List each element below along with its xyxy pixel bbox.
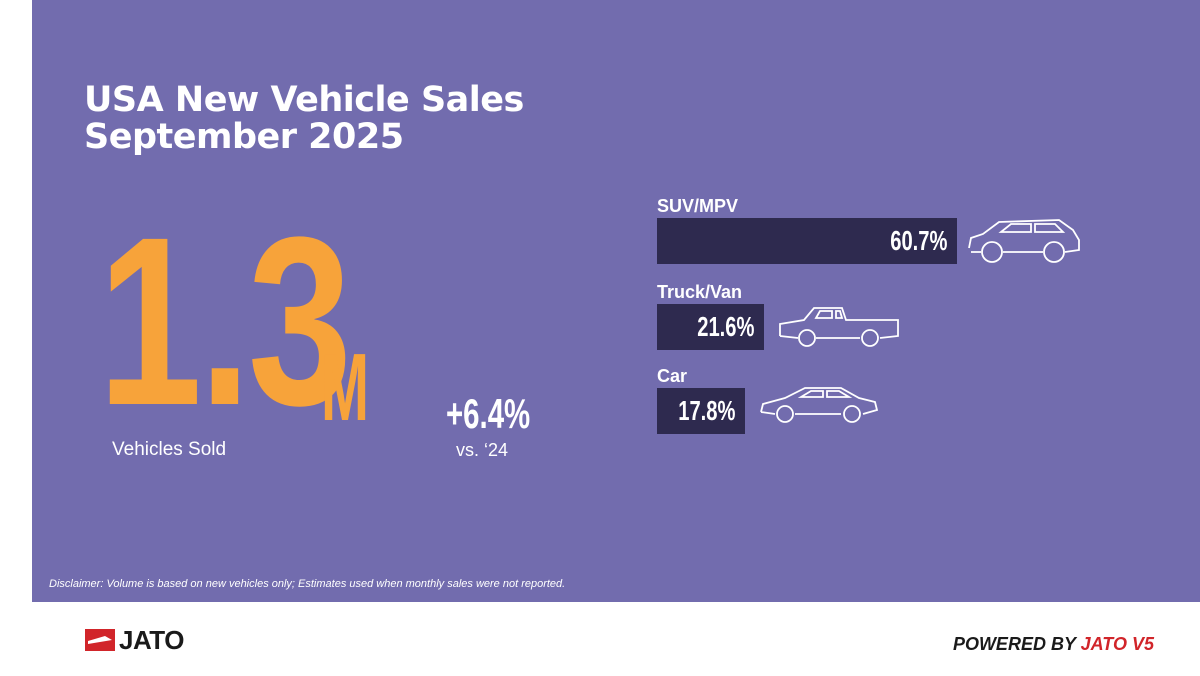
jato-logo-icon [85,629,115,651]
jato-logo-text: JATO [119,624,184,655]
category-label-truck-van: Truck/Van [657,282,743,302]
powered-by-prefix: POWERED BY [952,634,1081,654]
pickup-truck-icon [776,302,902,353]
yoy-change-value: +6.4% [446,390,531,437]
page-title: USA New Vehicle Sales September 2025 [84,82,524,156]
title-line-1: USA New Vehicle Sales [84,80,524,120]
powered-by-brand: JATO V5 [1080,634,1154,654]
share-bar-truck-van: 21.6% [657,304,764,350]
jato-logo: JATO [85,624,184,655]
yoy-change-label: vs. ‘24 [456,440,509,460]
kpi-value: 1.3 [98,187,352,455]
suv-icon [965,212,1085,269]
powered-by-text: POWERED BY JATO V5 [953,634,1154,655]
disclaimer-text: Disclaimer: Volume is based on new vehic… [49,578,566,590]
share-value-truck-van: 21.6% [696,311,754,342]
share-value-suv-mpv: 60.7% [889,225,947,256]
category-label-suv-mpv: SUV/MPV [657,196,739,216]
share-bar-car: 17.8% [657,388,745,434]
share-bar-suv-mpv: 60.7% [657,218,957,264]
category-label-car: Car [657,366,688,386]
title-line-2: September 2025 [84,117,404,157]
sedan-icon [757,384,881,429]
share-value-car: 17.8% [677,395,735,426]
kpi-label: Vehicles Sold [112,439,227,460]
infographic-panel [32,0,1200,602]
kpi-unit: M [321,334,369,441]
